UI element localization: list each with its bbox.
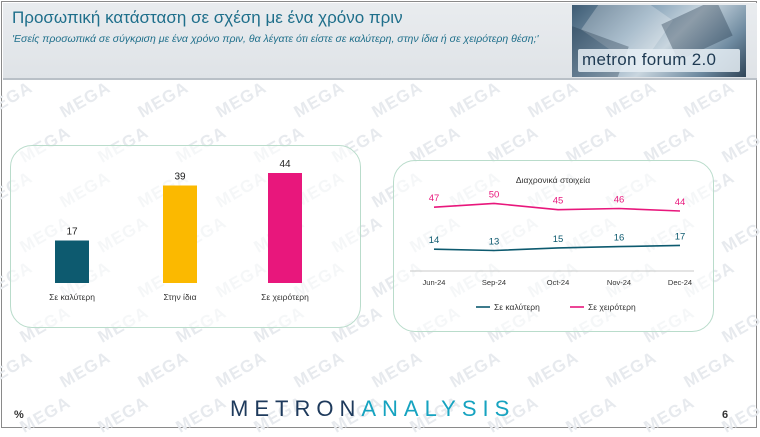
data-label: 45 (553, 196, 564, 207)
line-chart-panel: Διαχρονικά στοιχεία 14 13 15 16 17 47 50 45 46 44 J… (393, 160, 714, 332)
x-tick-label: Jun-24 (423, 278, 446, 287)
slide-title: Προσωπική κατάσταση σε σχέση με ένα χρόν… (12, 8, 403, 27)
data-label: 44 (675, 197, 686, 208)
data-label: 15 (553, 234, 564, 245)
x-tick-label: Dec-24 (668, 278, 692, 287)
x-tick-label: Oct-24 (547, 278, 570, 287)
bar-chart: 17 Σε καλύτερη 39 Στην ίδια 44 Σε χειρότερη (49, 159, 309, 302)
bar-value-label: 39 (174, 172, 186, 183)
bar (55, 240, 89, 283)
data-label: 14 (429, 235, 440, 246)
bar-value-label: 17 (66, 227, 78, 238)
metron-forum-logo: metron forum 2.0 (572, 5, 746, 77)
category-label: Στην ίδια (164, 292, 197, 302)
legend-label: Σε χειρότερη (588, 302, 636, 312)
page-number: 6 (722, 409, 729, 421)
line-chart: Διαχρονικά στοιχεία 14 13 15 16 17 47 50 45 46 44 J… (410, 175, 694, 312)
x-tick-label: Sep-24 (482, 278, 506, 287)
bar-chart-panel: 17 Σε καλύτερη 39 Στην ίδια 44 Σε χειρότερη (10, 145, 361, 328)
bar (268, 173, 302, 283)
percent-marker: % (14, 409, 24, 421)
metron-analysis-logo: METRONANALYSIS (230, 396, 515, 422)
data-label: 50 (489, 189, 500, 200)
logo-text: metron forum 2.0 (582, 50, 717, 69)
series-line (433, 202, 681, 212)
brand-part-1: METRON (230, 396, 362, 421)
header-divider (3, 78, 757, 80)
data-label: 16 (614, 233, 625, 244)
series-line (433, 244, 681, 252)
data-label: 17 (675, 231, 686, 242)
data-label: 13 (489, 236, 500, 247)
category-label: Σε χειρότερη (261, 292, 309, 302)
brand-part-2: ANALYSIS (361, 396, 516, 421)
legend-label: Σε καλύτερη (494, 302, 540, 312)
data-label: 46 (614, 194, 625, 205)
bar-value-label: 44 (279, 159, 291, 170)
x-tick-label: Nov-24 (607, 278, 631, 287)
chart-title: Διαχρονικά στοιχεία (516, 175, 590, 185)
question-text: 'Εσείς προσωπικά σε σύγκριση με ένα χρόν… (12, 33, 539, 45)
slide-frame (1, 1, 757, 428)
bar (163, 185, 197, 283)
category-label: Σε καλύτερη (49, 292, 95, 302)
data-label: 47 (429, 193, 440, 204)
